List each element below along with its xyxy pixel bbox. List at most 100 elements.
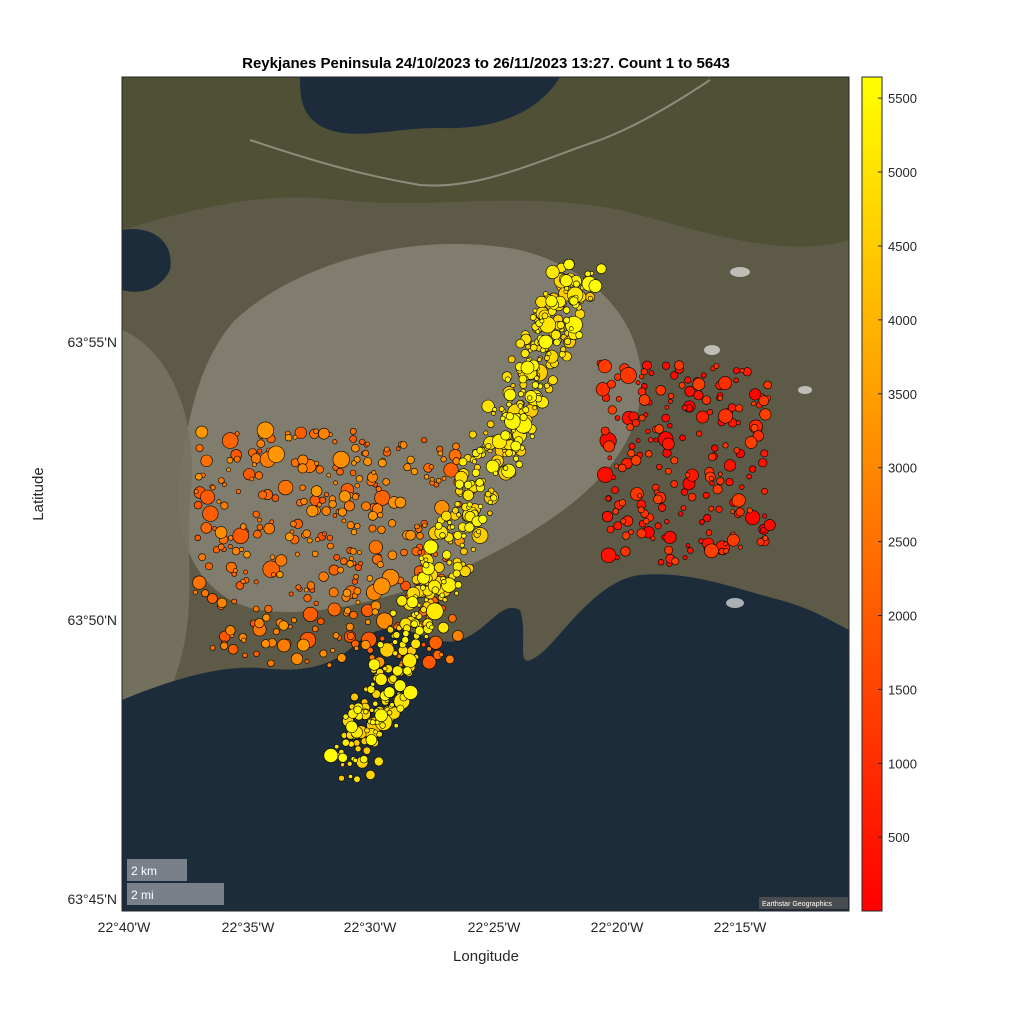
- earthquake-marker: [372, 700, 379, 707]
- earthquake-marker: [475, 478, 484, 487]
- earthquake-marker: [241, 637, 247, 643]
- y-tick-label: 63°55'N: [67, 334, 117, 350]
- earthquake-marker: [500, 415, 506, 422]
- earthquake-marker: [406, 596, 419, 608]
- earthquake-marker: [278, 480, 294, 496]
- earthquake-marker: [392, 639, 398, 645]
- earthquake-marker: [759, 408, 772, 421]
- earthquake-marker: [240, 523, 247, 530]
- earthquake-marker: [510, 440, 522, 452]
- earthquake-marker: [638, 414, 646, 422]
- earthquake-marker: [674, 360, 684, 371]
- earthquake-marker: [233, 455, 241, 463]
- earthquake-marker: [603, 440, 615, 453]
- earthquake-marker: [684, 376, 692, 384]
- earthquake-marker: [353, 587, 362, 595]
- earthquake-marker: [394, 496, 407, 509]
- earthquake-marker: [664, 404, 670, 410]
- earthquake-marker: [337, 566, 344, 574]
- earthquake-marker: [232, 527, 249, 544]
- earthquake-marker: [252, 510, 260, 518]
- earthquake-marker: [401, 636, 409, 644]
- earthquake-marker: [414, 523, 420, 530]
- colorbar-tick-label: 4000: [888, 313, 917, 328]
- earthquake-marker: [703, 514, 712, 523]
- earthquake-marker: [285, 532, 294, 542]
- earthquake-marker: [711, 444, 719, 452]
- earthquake-marker: [355, 599, 361, 605]
- earthquake-marker: [327, 542, 334, 550]
- earthquake-marker: [564, 338, 572, 346]
- earthquake-marker: [392, 665, 403, 677]
- earthquake-marker: [376, 641, 384, 649]
- attribution-box: [759, 897, 848, 909]
- earthquake-marker: [708, 452, 717, 462]
- earthquake-marker: [562, 306, 571, 314]
- earthquake-marker: [288, 591, 294, 597]
- earthquake-marker: [421, 437, 428, 444]
- earthquake-marker: [254, 471, 263, 480]
- map-frame: [121, 76, 850, 912]
- earthquake-marker: [670, 371, 679, 380]
- scalebar-mi-box: [127, 883, 224, 905]
- earthquake-marker: [396, 704, 405, 713]
- earthquake-marker: [233, 568, 238, 573]
- earthquake-marker: [373, 756, 384, 767]
- earthquake-marker: [422, 561, 430, 569]
- earthquake-marker: [452, 569, 461, 578]
- earthquake-marker: [195, 473, 203, 481]
- earthquake-marker: [462, 489, 474, 501]
- earthquake-marker: [297, 638, 310, 652]
- earthquake-marker: [358, 561, 363, 566]
- earthquake-marker: [537, 357, 542, 362]
- earthquake-marker: [311, 550, 319, 558]
- earthquake-marker: [376, 730, 383, 738]
- earthquake-marker: [379, 642, 395, 658]
- earthquake-marker: [481, 399, 495, 413]
- earthquake-marker: [365, 619, 371, 625]
- earthquake-marker: [739, 484, 745, 490]
- colorbar-tick-label: 5000: [888, 165, 917, 180]
- earthquake-marker: [453, 530, 463, 540]
- earthquake-marker: [737, 544, 743, 550]
- earthquake-marker: [761, 487, 768, 495]
- earthquake-marker: [487, 499, 493, 505]
- earthquake-marker: [535, 329, 541, 334]
- earthquake-marker: [346, 521, 355, 530]
- earthquake-marker: [420, 584, 426, 591]
- earthquake-marker: [575, 331, 584, 339]
- earthquake-marker: [386, 626, 394, 634]
- earthquake-marker: [321, 531, 327, 537]
- earthquake-marker: [365, 441, 370, 447]
- earthquake-marker: [270, 571, 277, 578]
- earthquake-marker: [763, 380, 772, 390]
- earthquake-marker: [626, 423, 635, 432]
- earthquake-marker: [657, 503, 667, 512]
- earthquake-marker: [706, 409, 714, 416]
- earthquake-marker: [303, 587, 309, 593]
- earthquake-marker: [543, 291, 549, 297]
- earthquake-marker: [434, 522, 443, 530]
- earthquake-marker: [504, 376, 511, 383]
- earthquake-marker: [418, 555, 424, 561]
- earthquake-marker: [446, 559, 453, 566]
- earthquake-marker: [731, 493, 746, 508]
- earthquake-marker: [387, 550, 398, 560]
- earthquake-marker: [519, 413, 528, 422]
- earthquake-marker: [194, 534, 202, 541]
- earthquake-marker: [654, 424, 664, 434]
- earthquake-marker: [373, 577, 391, 595]
- earthquake-marker: [290, 652, 303, 665]
- earthquake-marker: [452, 630, 464, 642]
- earthquake-marker: [253, 650, 260, 658]
- earthquake-marker: [751, 401, 757, 407]
- earthquake-marker: [563, 258, 575, 271]
- earthquake-marker: [351, 578, 359, 585]
- earthquake-marker: [670, 480, 679, 488]
- earthquake-marker: [504, 388, 517, 402]
- earthquake-marker: [654, 522, 662, 530]
- earthquake-marker: [361, 501, 371, 511]
- earthquake-marker: [447, 520, 452, 525]
- earthquake-marker: [226, 467, 231, 473]
- earthquake-marker: [664, 518, 670, 525]
